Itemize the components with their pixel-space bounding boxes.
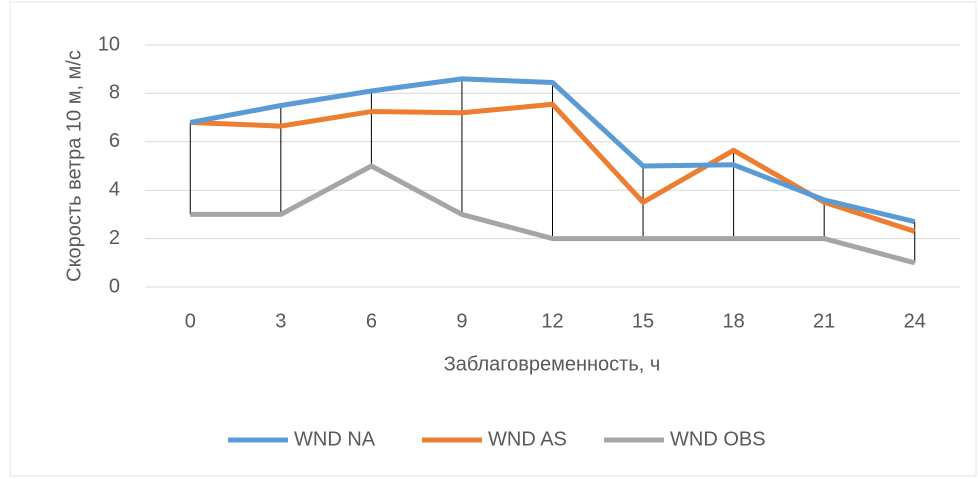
x-tick-label: 9 [456, 310, 467, 332]
y-tick-label: 4 [109, 178, 120, 200]
y-tick-label: 2 [109, 227, 120, 249]
x-tick-label: 21 [813, 310, 835, 332]
y-tick-label: 0 [109, 275, 120, 297]
x-tick-label: 18 [722, 310, 744, 332]
y-tick-label: 10 [98, 33, 120, 55]
y-tick-label: 6 [109, 130, 120, 152]
series-line [190, 101, 916, 234]
x-tick-label: 12 [541, 310, 563, 332]
x-tick-label: 15 [632, 310, 654, 332]
x-tick-label: 3 [275, 310, 286, 332]
x-tick-label: 6 [366, 310, 377, 332]
y-axis-title: Скорость ветра 10 м, м/с [63, 50, 85, 282]
x-tick-label: 24 [904, 310, 926, 332]
series-line [190, 163, 916, 266]
legend-label: WND NA [294, 428, 376, 450]
legend-label: WND AS [488, 428, 567, 450]
x-axis-title: Заблаговременность, ч [444, 353, 661, 375]
x-tick-label: 0 [185, 310, 196, 332]
legend-label: WND OBS [670, 428, 766, 450]
chart-frame [9, 1, 977, 477]
y-tick-label: 8 [109, 82, 120, 104]
series-line [189, 76, 916, 225]
